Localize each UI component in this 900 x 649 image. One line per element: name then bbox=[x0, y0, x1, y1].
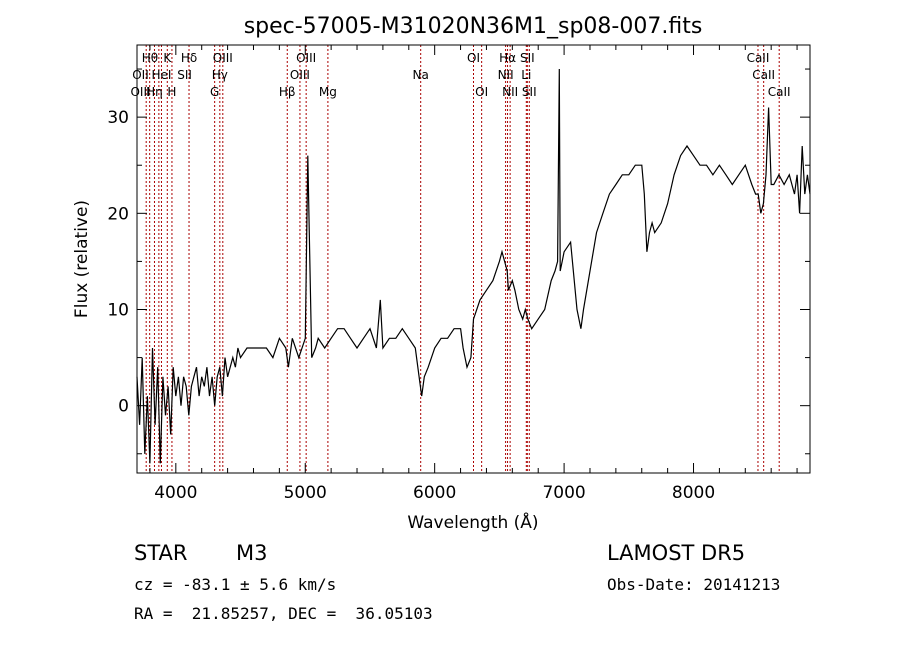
y-tick-label: 10 bbox=[107, 300, 129, 320]
line-label-23: Na bbox=[413, 68, 429, 82]
redshift-velocity: cz = -83.1 ± 5.6 km/s bbox=[134, 575, 337, 594]
x-axis-ticks: 4000 5000 6000 7000 8000 bbox=[149, 45, 798, 503]
line-label-26: SII bbox=[522, 85, 537, 99]
x-tick-label: 4000 bbox=[154, 483, 197, 503]
line-label-5: OI bbox=[467, 51, 480, 65]
x-tick-label: 5000 bbox=[284, 483, 327, 503]
line-label-0: Hθ bbox=[142, 51, 158, 65]
x-tick-label: 8000 bbox=[672, 483, 715, 503]
spectral-line-labels: Hθ K Hδ OIII OIII OI Hα SII CaII OII HeI SII Hγ OIII N… bbox=[130, 51, 790, 99]
plot-frame bbox=[136, 44, 811, 474]
object-subclass: M3 bbox=[236, 541, 268, 565]
spectral-line-markers bbox=[145, 45, 780, 473]
survey-name: LAMOST DR5 bbox=[607, 541, 746, 565]
object-class: STAR bbox=[134, 541, 188, 565]
y-axis-ticks: 0 10 20 30 bbox=[107, 68, 810, 455]
chart-title: spec-57005-M31020N36M1_sp08-007.fits bbox=[244, 14, 703, 39]
line-label-7: SII bbox=[520, 51, 535, 65]
line-label-9: OII bbox=[132, 68, 149, 82]
line-label-8: CaII bbox=[747, 51, 770, 65]
line-label-20: G bbox=[210, 85, 219, 99]
line-label-10: HeI bbox=[151, 68, 171, 82]
line-label-11: SII bbox=[177, 68, 192, 82]
coordinates: RA = 21.85257, DEC = 36.05103 bbox=[134, 604, 433, 623]
line-label-22: Mg bbox=[319, 85, 337, 99]
line-label-18: Hη bbox=[146, 85, 163, 99]
line-label-12: Hγ bbox=[212, 68, 228, 82]
x-tick-label: 6000 bbox=[413, 483, 456, 503]
line-label-19: H bbox=[167, 85, 176, 99]
line-label-15: Li bbox=[521, 68, 531, 82]
line-label-24: OI bbox=[475, 85, 488, 99]
line-label-13: OIII bbox=[290, 68, 310, 82]
y-tick-label: 0 bbox=[118, 397, 129, 417]
y-axis-label: Flux (relative) bbox=[72, 200, 92, 318]
line-label-6: Hα bbox=[499, 51, 516, 65]
line-label-25: NII bbox=[502, 85, 518, 99]
x-axis-label: Wavelength (Å) bbox=[407, 511, 538, 533]
observation-date: Obs-Date: 20141213 bbox=[607, 575, 781, 594]
line-label-17: OIII bbox=[130, 85, 150, 99]
spectrum-series-line bbox=[136, 68, 811, 464]
line-label-16: CaII bbox=[752, 68, 775, 82]
y-tick-label: 20 bbox=[107, 204, 129, 224]
y-tick-label: 30 bbox=[107, 108, 129, 128]
line-label-4: OIII bbox=[296, 51, 316, 65]
line-label-14: NII bbox=[498, 68, 514, 82]
line-label-21: Hβ bbox=[279, 85, 296, 99]
x-tick-label: 7000 bbox=[542, 483, 585, 503]
line-label-3: OIII bbox=[213, 51, 233, 65]
line-label-1: K bbox=[163, 51, 172, 65]
line-label-27: CaII bbox=[768, 85, 791, 99]
line-label-2: Hδ bbox=[181, 51, 197, 65]
